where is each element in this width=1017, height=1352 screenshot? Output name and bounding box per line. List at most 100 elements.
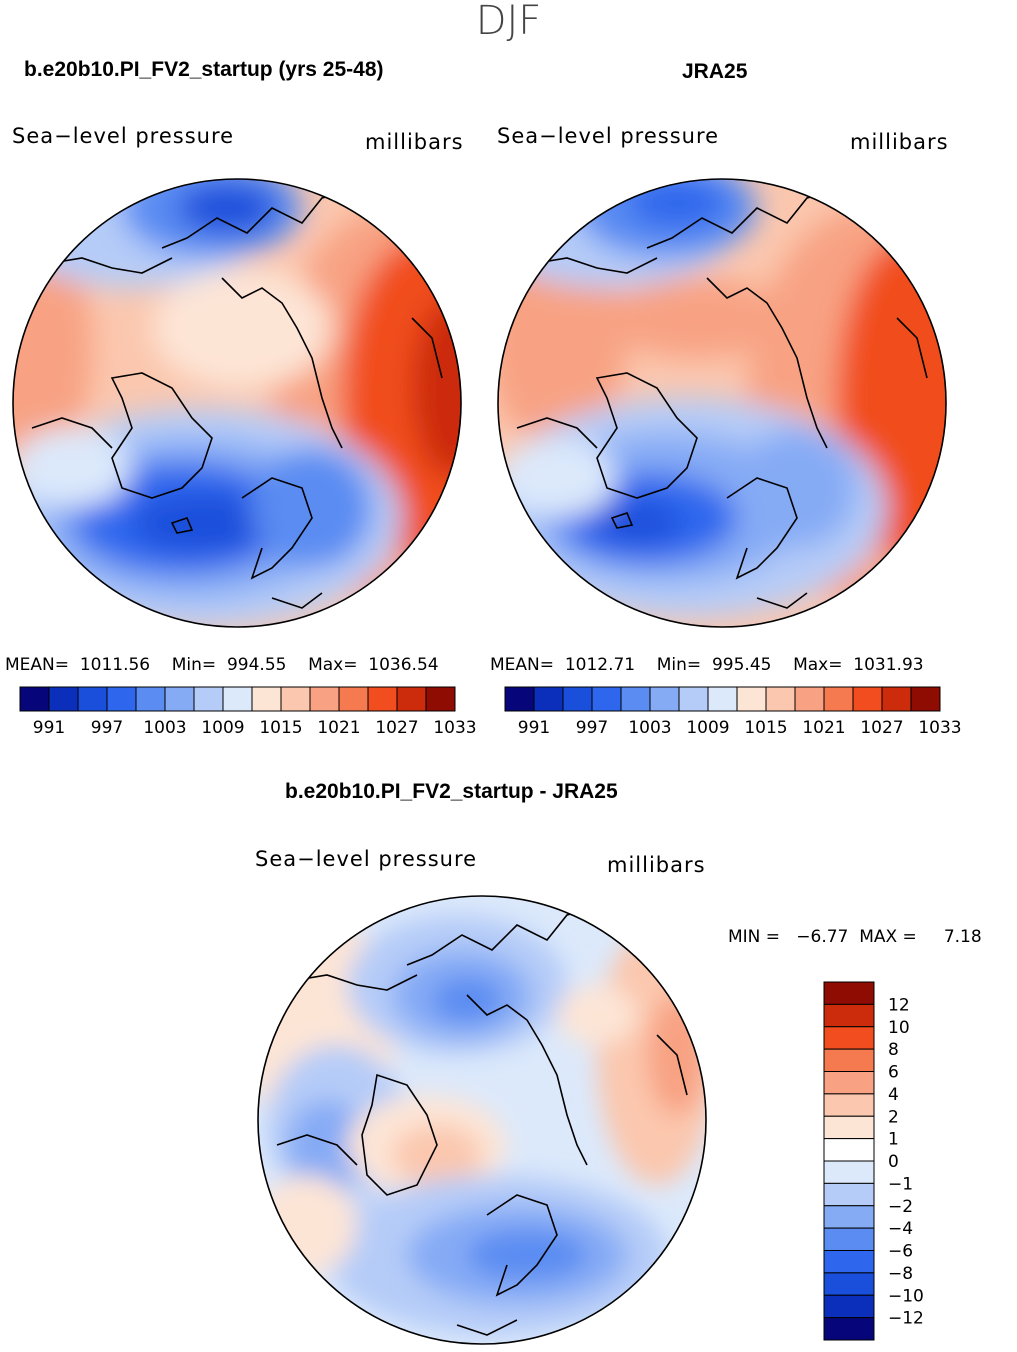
diff-colorbar-tick-label: 1 [888,1130,899,1150]
diff-colorbar-box [823,1003,875,1028]
panel2-title: JRA25 [682,60,748,83]
diff-colorbar-tick-label: −10 [888,1286,924,1306]
panel1-colorbar-box [396,686,427,712]
diff-colorbar-box [823,1138,875,1162]
panel1-colorbar-box [222,686,253,712]
panel1-title: b.e20b10.PI_FV2_startup (yrs 25-48) [24,58,384,81]
panel2-mean-value: 1012.71 [564,655,636,675]
diff-colorbar-box [823,1272,875,1296]
diff-colorbar-box [823,1026,875,1050]
panel2-colorbar-tick-label: 1015 [744,718,787,738]
panel2-colorbar-box [765,686,796,712]
panel1-colorbar-box [309,686,340,712]
diff-colorbar-tick-label: 2 [888,1107,899,1127]
diff-min-value: −6.77 [796,927,849,947]
panel1-colorbar-tick-label: 997 [91,718,123,738]
panel2-colorbar-tick-label: 1021 [802,718,845,738]
diff-polar-map [257,895,707,1345]
diff-min-label: MIN = [728,927,781,947]
panel1-mean-value: 1011.56 [79,655,151,675]
diff-colorbar-box [823,1048,875,1072]
panel1-stats: MEAN= 1011.56 Min= 994.55 Max= 1036.54 [5,655,439,675]
panel2-colorbar-box [591,686,622,712]
diff-variable: Sea−level pressure [255,847,478,871]
panel1-variable: Sea−level pressure [12,124,235,148]
panel2-polar-map [497,178,947,628]
panel2-colorbar: 991 997 1003 1009 1015 1021 1027 1033 [504,686,962,738]
panel2-colorbar-tick-label: 1027 [860,718,903,738]
panel2-colorbar-box [707,686,738,712]
diff-colorbar-tick-label: 4 [888,1085,899,1105]
panel1-colorbar-box [338,686,369,712]
diff-colorbar-tick-label: 8 [888,1040,899,1060]
diff-colorbar-tick-label: 12 [888,995,910,1015]
panel2-colorbar-box [910,686,941,712]
panel1-min-value: 994.55 [226,655,287,675]
panel1-colorbar-tick-label: 1015 [259,718,302,738]
diff-colorbar-tick-label: −6 [888,1242,913,1262]
panel2-colorbar-box [620,686,651,712]
diff-colorbar-box [823,1093,875,1117]
panel1-colorbar-tick-label: 1021 [317,718,360,738]
diff-colorbar-box [823,981,875,1005]
panel2-units: millibars [850,130,949,154]
panel1-colorbar-box [193,686,224,712]
panel1-min-label: Min= [171,655,217,675]
panel1-colorbar-box [19,686,50,712]
diff-colorbar-tick-label: −12 [888,1309,924,1329]
panel2-colorbar-box [504,686,535,712]
panel1-colorbar-tick-label: 1009 [201,718,244,738]
panel2-colorbar-box [794,686,825,712]
diff-colorbar-tick-label: 6 [888,1063,899,1083]
panel2-colorbar-box [533,686,564,712]
diff-colorbar-box [823,1250,875,1274]
panel1-mean-label: MEAN= [5,655,69,675]
panel2-colorbar-tick-label: 1003 [628,718,671,738]
diff-colorbar-box [823,1182,875,1207]
panel2-variable: Sea−level pressure [497,124,720,148]
panel1-colorbar-box [251,686,282,712]
panel1-colorbar-box [48,686,79,712]
diff-max-label: MAX = [859,927,917,947]
panel2-colorbar-tick-label: 1033 [918,718,961,738]
panel2-mean-label: MEAN= [490,655,554,675]
panel2-colorbar-box [562,686,593,712]
panel2-max-value: 1031.93 [853,655,924,675]
panel1-colorbar-box [367,686,398,712]
diff-colorbar-box [823,1071,875,1095]
diff-colorbar-box [823,1227,875,1251]
diff-colorbar-tick-label: −1 [888,1174,913,1194]
panel1-colorbar-tick-label: 991 [33,718,65,738]
diff-colorbar-box [823,1317,875,1341]
season-title: DJF [475,0,542,44]
diff-colorbar-tick-label: −4 [888,1219,913,1239]
diff-stats: MIN = −6.77 MAX = 7.18 [728,927,982,947]
panel1-colorbar-box [106,686,137,712]
panel1-colorbar-box [280,686,311,712]
panel2-colorbar-box [823,686,854,712]
panel1-colorbar-box [164,686,195,712]
panel1-max-label: Max= [308,655,358,675]
panel2-min-value: 995.45 [711,655,772,675]
panel1-colorbar-tick-label: 1003 [143,718,186,738]
panel2-colorbar-tick-label: 997 [576,718,608,738]
panel1-units: millibars [365,130,464,154]
panel2-colorbar-tick-label: 991 [518,718,550,738]
diff-colorbar-tick-label: −8 [888,1264,913,1284]
panel1-colorbar-box [77,686,108,712]
panel2-colorbar-box [852,686,883,712]
diff-colorbar-box [823,1294,875,1319]
diff-colorbar-box [823,1160,875,1184]
diff-colorbar-tick-label: 0 [888,1152,899,1172]
panel1-colorbar-tick-label: 1033 [433,718,476,738]
panel2-colorbar-box [736,686,767,712]
panel2-colorbar-box [678,686,709,712]
panel2-colorbar-tick-label: 1009 [686,718,729,738]
diff-colorbar-tick-label: 10 [888,1018,910,1038]
panel2-colorbar-box [881,686,912,712]
panel1-max-value: 1036.54 [368,655,439,675]
panel1-colorbar-tick-label: 1027 [375,718,418,738]
diff-max-value: 7.18 [943,927,982,947]
panel1-colorbar-box [425,686,456,712]
panel1-colorbar-box [135,686,166,712]
